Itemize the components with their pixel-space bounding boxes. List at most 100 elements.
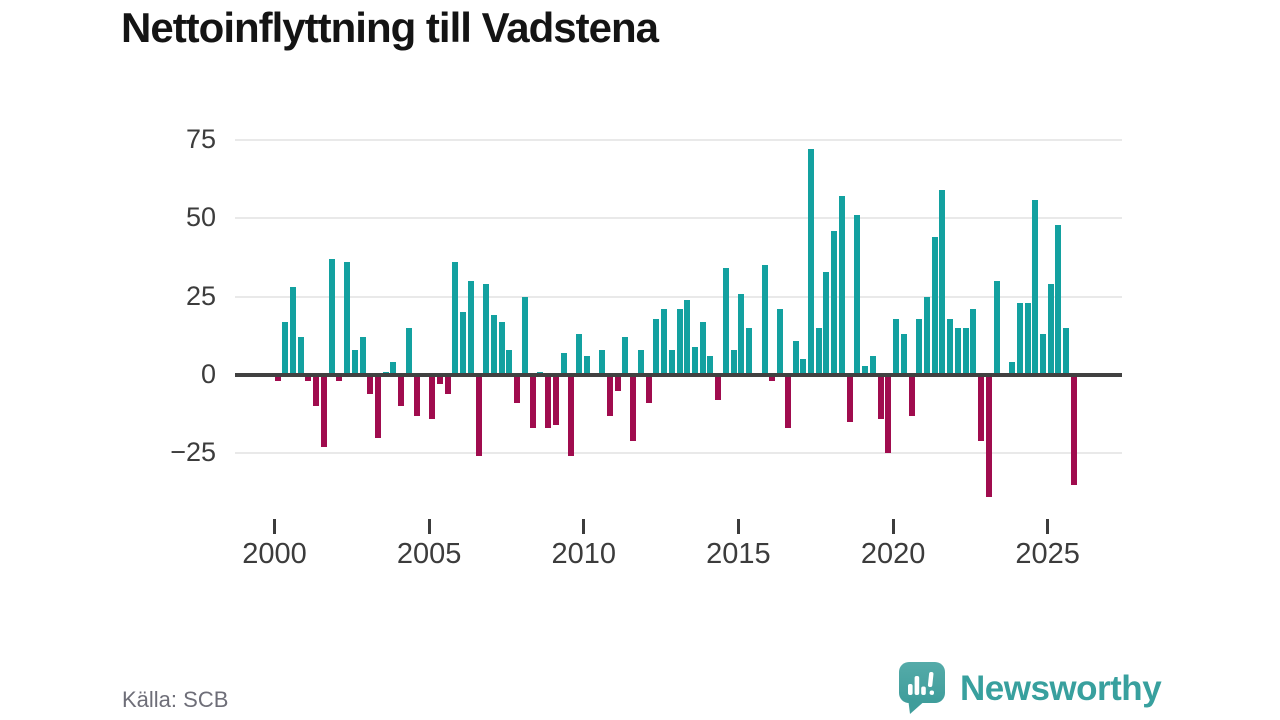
bar-2002-Q2 (344, 262, 351, 375)
bar-2020-Q1 (893, 318, 900, 375)
bar-2004-Q3 (413, 375, 420, 416)
bar-2003-Q1 (367, 375, 374, 394)
bar-2000-Q3 (289, 287, 296, 375)
y-axis-tick-label: 25 (185, 280, 216, 311)
bar-2011-Q2 (622, 337, 629, 375)
bar-2018-Q1 (831, 230, 838, 375)
bar-2005-Q2 (436, 375, 443, 385)
bar-2023-Q2 (993, 281, 1000, 375)
bar-2016-Q4 (792, 340, 799, 375)
bar-2013-Q2 (684, 299, 691, 375)
bar-2013-Q3 (692, 346, 699, 375)
x-axis-tick-2000 (273, 519, 276, 534)
newsworthy-logo: Newsworthy (897, 661, 1162, 715)
bar-2011-Q4 (637, 349, 644, 375)
bar-2022-Q2 (962, 328, 969, 375)
bar-2007-Q1 (491, 315, 497, 375)
x-axis-tick-label-2025: 2025 (1015, 538, 1080, 570)
bar-2002-Q4 (359, 337, 366, 375)
bar-2016-Q2 (777, 309, 784, 375)
bar-2021-Q2 (931, 237, 938, 375)
bar-2009-Q1 (552, 375, 559, 426)
bar-2018-Q3 (846, 375, 853, 422)
bar-2008-Q2 (529, 375, 536, 429)
bar-2009-Q3 (568, 375, 575, 457)
x-axis-tick-label-2015: 2015 (706, 538, 771, 570)
x-axis-tick-2020 (891, 519, 895, 534)
source-label: Källa: SCB (122, 687, 229, 712)
zero-axis-line (235, 373, 1122, 377)
bar-2024-Q1 (1016, 302, 1023, 375)
y-axis-tick-label: 0 (200, 359, 216, 389)
bar-2007-Q2 (498, 321, 505, 375)
bar-2012-Q1 (645, 375, 652, 404)
bar-2024-Q3 (1032, 199, 1039, 375)
chart-title: Nettoinflyttning till Vadstena (121, 4, 659, 51)
bar-2010-Q4 (606, 375, 613, 416)
bar-2019-Q4 (885, 375, 892, 454)
gridline-y--25 (235, 452, 1122, 455)
bar-2005-Q4 (452, 262, 459, 375)
bar-2018-Q2 (838, 196, 845, 375)
bar-2023-Q4 (1009, 362, 1016, 375)
bar-2006-Q3 (475, 375, 482, 457)
x-axis-tick-label-2000: 2000 (242, 538, 307, 570)
bar-2024-Q2 (1024, 302, 1031, 375)
bar-2008-Q1 (521, 296, 528, 375)
bar-2012-Q2 (653, 318, 660, 375)
bar-2017-Q1 (800, 359, 807, 375)
bar-2010-Q3 (599, 349, 606, 375)
bar-2001-Q4 (328, 259, 335, 375)
bar-2007-Q3 (506, 349, 513, 375)
bar-2000-Q2 (282, 321, 289, 375)
bar-2015-Q4 (761, 265, 768, 375)
bar-2004-Q2 (405, 328, 412, 375)
bar-2015-Q2 (746, 328, 753, 375)
x-axis-tick-label-2005: 2005 (396, 538, 462, 570)
x-axis-tick-label-2020: 2020 (860, 538, 926, 570)
bar-2017-Q2 (808, 149, 814, 375)
bar-2016-Q1 (769, 375, 776, 382)
bar-2013-Q4 (699, 321, 706, 375)
bar-2016-Q3 (784, 375, 791, 429)
bar-2001-Q3 (320, 375, 327, 448)
y-axis-tick-label: −25 (170, 437, 216, 468)
bar-2011-Q1 (614, 375, 621, 391)
bar-2017-Q3 (815, 328, 822, 375)
bar-2025-Q3 (1063, 328, 1070, 375)
bar-2012-Q3 (661, 309, 668, 375)
bar-2025-Q4 (1070, 375, 1077, 485)
bar-2024-Q4 (1039, 334, 1046, 375)
bar-2018-Q4 (854, 215, 861, 375)
y-axis-tick-label: 50 (185, 202, 216, 233)
x-axis-tick-2025 (1046, 519, 1050, 534)
bar-2009-Q4 (576, 334, 583, 375)
newsworthy-logo-icon (897, 660, 949, 719)
gridline-y-75 (235, 139, 1122, 141)
bar-2014-Q1 (707, 356, 714, 375)
bar-2023-Q1 (985, 375, 992, 498)
bar-2017-Q4 (823, 271, 830, 375)
bar-2010-Q1 (583, 356, 590, 375)
bar-2015-Q1 (738, 293, 745, 375)
bar-2008-Q4 (545, 375, 552, 429)
bar-2014-Q3 (722, 268, 729, 375)
bar-2000-Q1 (274, 375, 281, 382)
bar-2025-Q2 (1055, 224, 1062, 375)
x-axis-tick-2015 (736, 519, 740, 534)
bar-2021-Q1 (923, 296, 930, 375)
bar-2005-Q3 (444, 375, 451, 394)
bar-2000-Q4 (297, 337, 304, 375)
bar-2002-Q1 (336, 375, 343, 382)
bar-2002-Q3 (351, 349, 358, 375)
bar-2022-Q1 (954, 328, 961, 375)
bar-2005-Q1 (429, 375, 436, 419)
bar-2013-Q1 (676, 309, 683, 375)
bar-2011-Q3 (630, 375, 637, 441)
bar-2020-Q4 (916, 318, 923, 375)
bar-2019-Q3 (877, 375, 884, 419)
x-axis-tick-2010 (582, 519, 586, 534)
gridline-y-25 (235, 295, 1122, 298)
bar-2001-Q1 (305, 375, 312, 382)
